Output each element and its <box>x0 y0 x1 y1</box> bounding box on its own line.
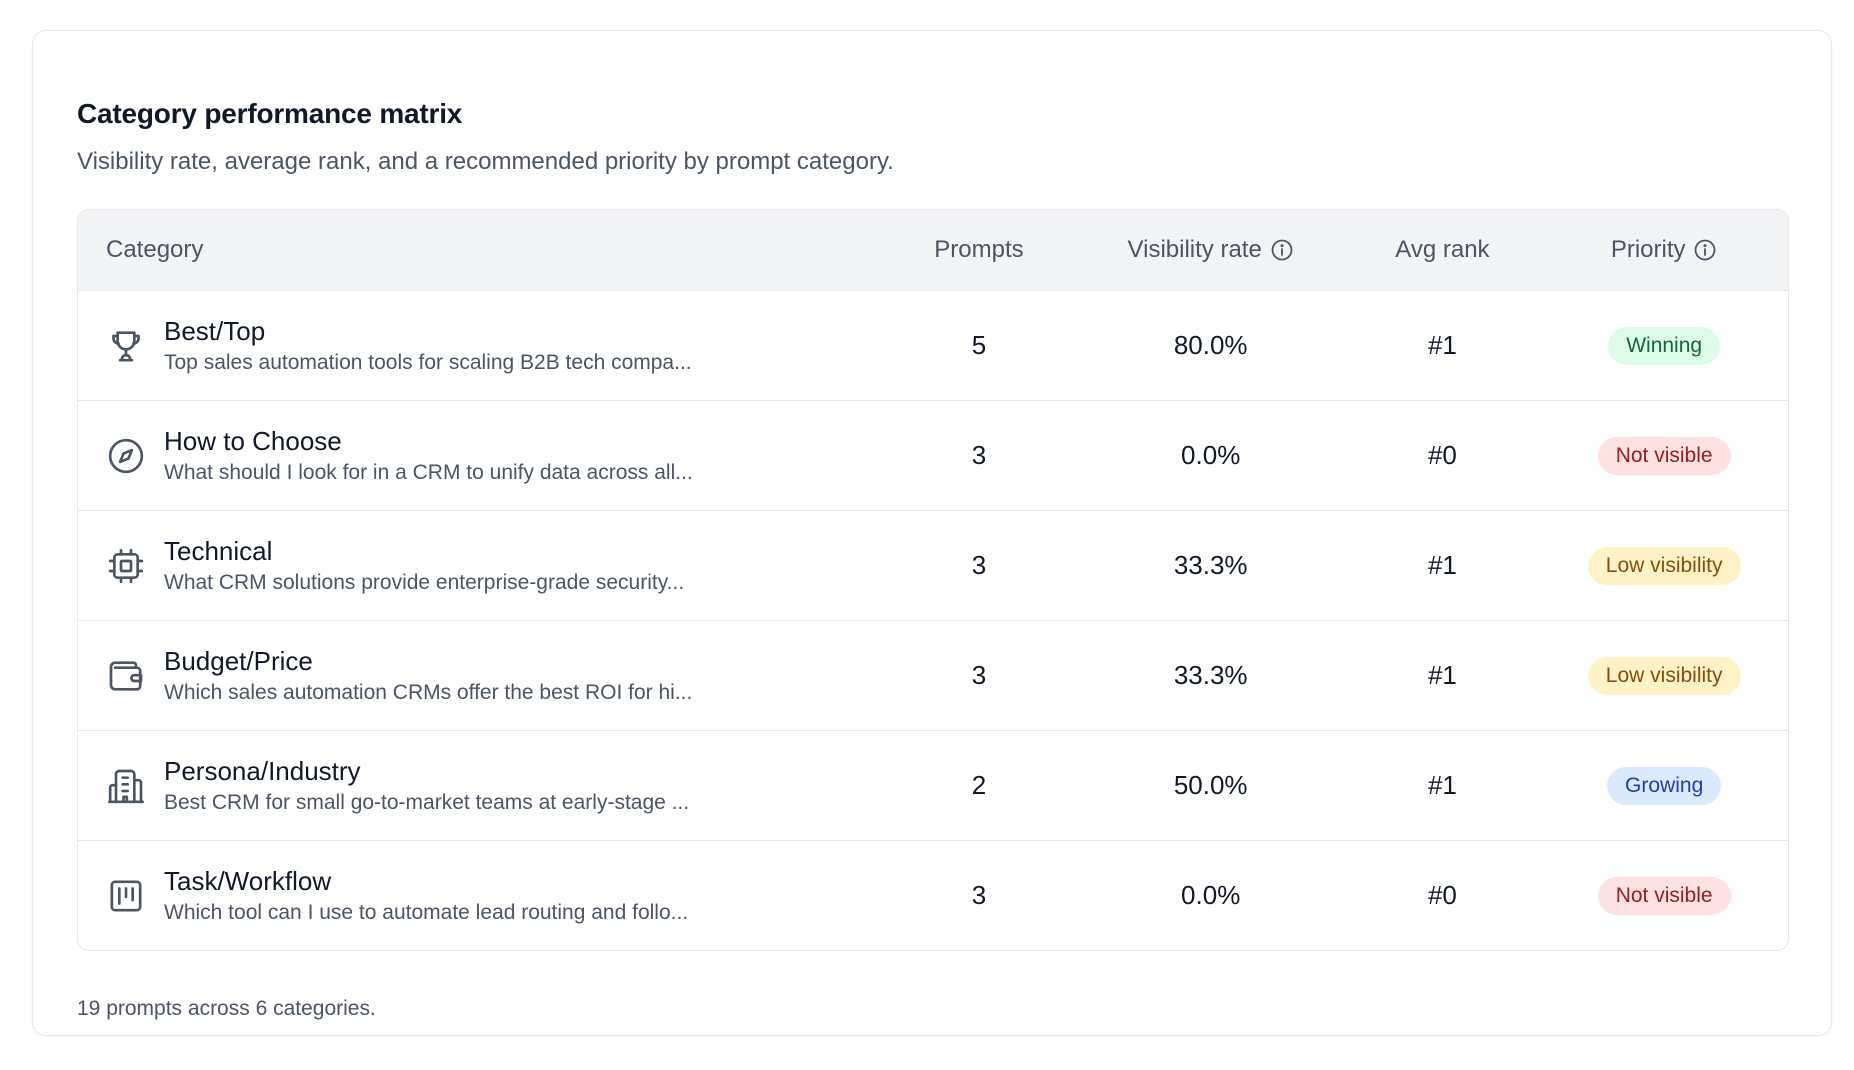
priority-cell: Winning <box>1540 326 1788 365</box>
header-avg-rank[interactable]: Avg rank <box>1395 236 1490 263</box>
cpu-icon <box>108 548 144 583</box>
prompts-count: 3 <box>971 550 987 580</box>
category-table: Category Prompts Visibility rate Avg ran… <box>77 209 1789 951</box>
avg-rank-value: #1 <box>1427 330 1457 360</box>
info-icon[interactable] <box>1693 238 1717 262</box>
prompts-count: 3 <box>971 440 987 470</box>
wallet-icon <box>109 660 143 691</box>
visibility-rate-value: 33.3% <box>1173 660 1248 690</box>
category-cell: Task/Workflow Which tool can I use to au… <box>78 865 881 927</box>
card-subtitle: Visibility rate, average rank, and a rec… <box>77 148 894 175</box>
info-icon[interactable] <box>1270 238 1294 262</box>
table-row[interactable]: Technical What CRM solutions provide ent… <box>78 511 1788 621</box>
prompts-count: 3 <box>971 880 987 910</box>
table-header: Category Prompts Visibility rate Avg ran… <box>78 210 1788 291</box>
category-example-prompt: Which tool can I use to automate lead ro… <box>164 900 689 924</box>
category-name: Persona/Industry <box>164 755 361 786</box>
header-category[interactable]: Category <box>106 236 204 263</box>
avg-rank-value: #1 <box>1427 660 1457 690</box>
kanban-icon <box>110 880 142 911</box>
category-name: Technical <box>164 535 273 566</box>
priority-badge: Not visible <box>1597 876 1731 915</box>
priority-badge: Low visibility <box>1587 546 1741 585</box>
priority-badge: Not visible <box>1597 436 1731 475</box>
category-example-prompt: Top sales automation tools for scaling B… <box>164 350 692 374</box>
category-cell: Best/Top Top sales automation tools for … <box>78 315 881 377</box>
category-example-prompt: What should I look for in a CRM to unify… <box>164 460 693 484</box>
avg-rank-value: #0 <box>1427 880 1457 910</box>
building-icon <box>108 769 145 803</box>
prompts-count: 3 <box>971 660 987 690</box>
visibility-rate-value: 50.0% <box>1173 770 1248 800</box>
prompts-count: 2 <box>971 770 987 800</box>
priority-cell: Low visibility <box>1540 656 1788 695</box>
category-example-prompt: What CRM solutions provide enterprise-gr… <box>164 570 685 594</box>
header-visibility-rate[interactable]: Visibility rate <box>1077 236 1345 264</box>
avg-rank-value: #1 <box>1427 770 1457 800</box>
prompts-count: 5 <box>971 330 987 360</box>
table-row[interactable]: Budget/Price Which sales automation CRMs… <box>78 621 1788 731</box>
priority-cell: Not visible <box>1540 436 1788 475</box>
category-example-prompt: Best CRM for small go-to-market teams at… <box>164 790 690 814</box>
table-row[interactable]: Best/Top Top sales automation tools for … <box>78 291 1788 401</box>
visibility-rate-value: 0.0% <box>1181 880 1241 910</box>
trophy-icon <box>112 330 140 361</box>
avg-rank-value: #1 <box>1427 550 1457 580</box>
category-performance-card: Category performance matrix Visibility r… <box>32 30 1832 1036</box>
category-name: Budget/Price <box>164 645 313 676</box>
priority-cell: Low visibility <box>1540 546 1788 585</box>
table-row[interactable]: How to Choose What should I look for in … <box>78 401 1788 511</box>
header-priority-label: Priority <box>1610 236 1686 263</box>
category-example-prompt: Which sales automation CRMs offer the be… <box>164 680 693 704</box>
header-priority[interactable]: Priority <box>1540 236 1788 264</box>
compass-icon <box>108 438 144 473</box>
visibility-rate-value: 33.3% <box>1173 550 1248 580</box>
category-name: How to Choose <box>164 425 342 456</box>
category-name: Best/Top <box>164 315 266 346</box>
priority-cell: Growing <box>1540 766 1788 805</box>
category-name: Task/Workflow <box>164 865 332 896</box>
header-visibility-rate-label: Visibility rate <box>1127 236 1262 263</box>
visibility-rate-value: 80.0% <box>1173 330 1248 360</box>
visibility-rate-value: 0.0% <box>1181 440 1241 470</box>
category-cell: Persona/Industry Best CRM for small go-t… <box>78 755 881 817</box>
header-prompts[interactable]: Prompts <box>934 236 1024 263</box>
category-cell: How to Choose What should I look for in … <box>78 425 881 487</box>
category-cell: Budget/Price Which sales automation CRMs… <box>78 645 881 707</box>
priority-badge: Growing <box>1607 766 1722 805</box>
table-footer-note: 19 prompts across 6 categories. <box>77 997 376 1020</box>
priority-badge: Winning <box>1608 326 1721 365</box>
table-row[interactable]: Persona/Industry Best CRM for small go-t… <box>78 731 1788 841</box>
priority-cell: Not visible <box>1540 876 1788 915</box>
card-title: Category performance matrix <box>77 98 463 129</box>
avg-rank-value: #0 <box>1427 440 1457 470</box>
priority-badge: Low visibility <box>1587 656 1741 695</box>
table-row[interactable]: Task/Workflow Which tool can I use to au… <box>78 841 1788 950</box>
category-cell: Technical What CRM solutions provide ent… <box>78 535 881 597</box>
